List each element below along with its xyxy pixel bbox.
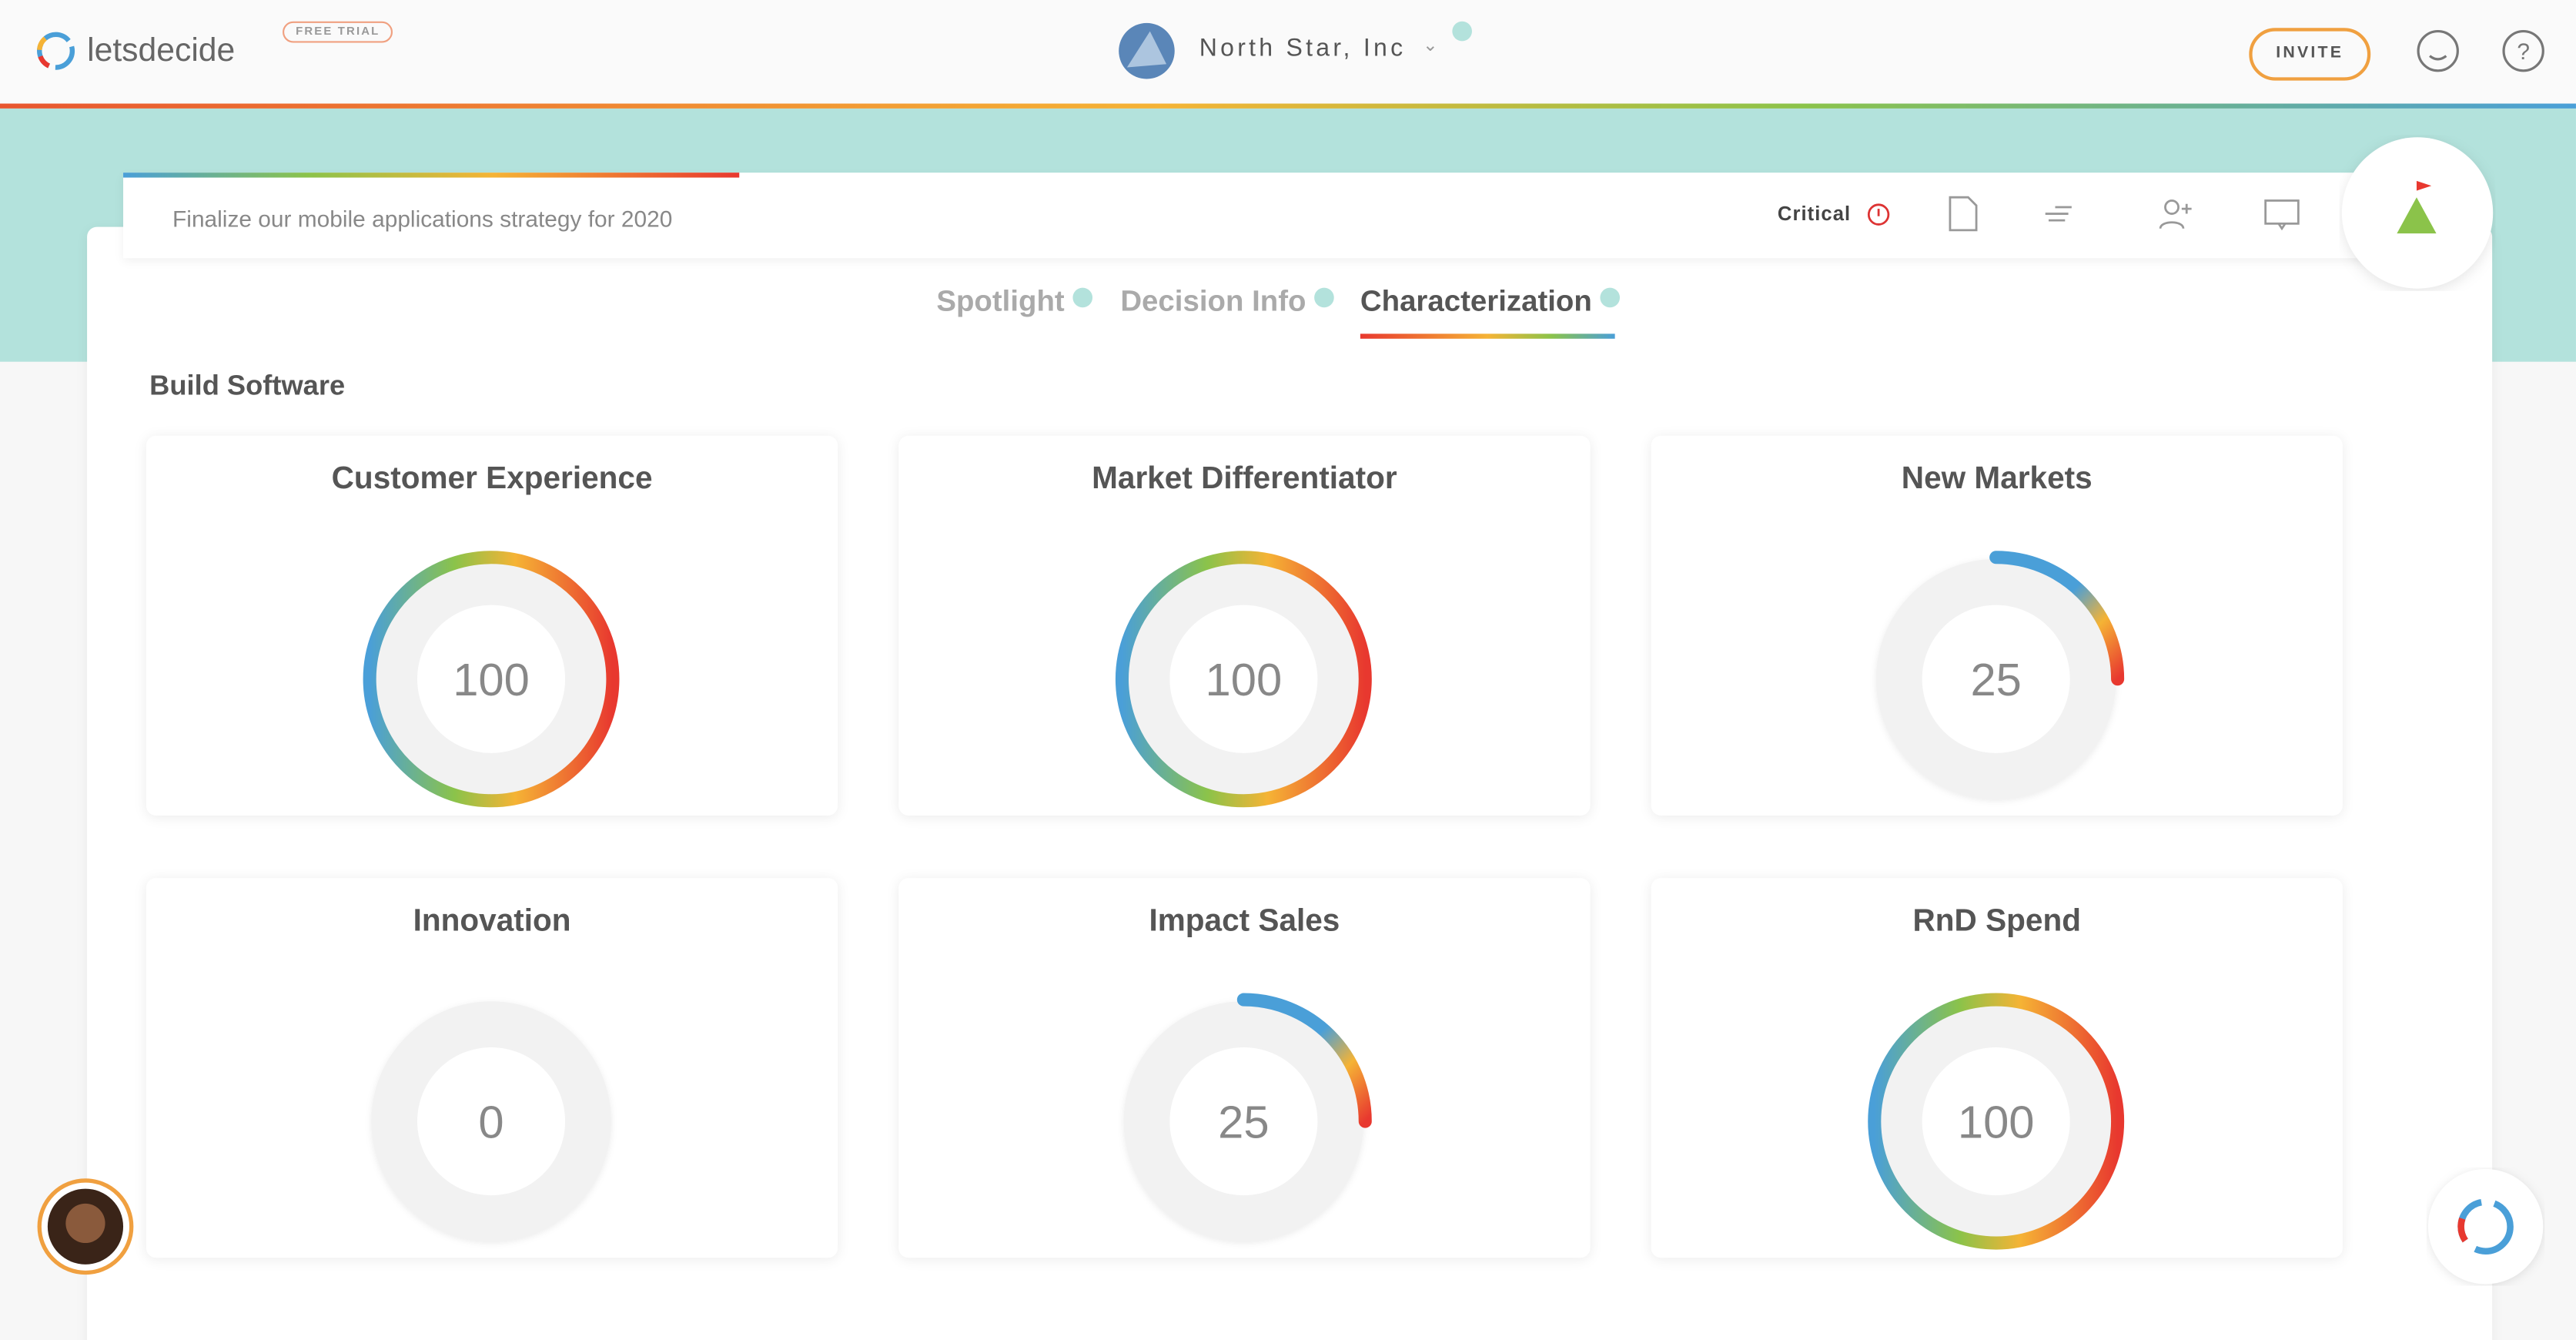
gauge-hole — [1922, 605, 2070, 753]
gauge: 100 — [1115, 551, 1372, 808]
priority-icon — [1867, 203, 1890, 226]
company-avatar — [1119, 22, 1175, 79]
gauge-arc — [363, 551, 620, 808]
help-icon[interactable]: ? — [2497, 26, 2550, 79]
gauge-title: Impact Sales — [1149, 904, 1340, 940]
gauge-title: Customer Experience — [331, 461, 653, 497]
section-title: Build Software — [149, 370, 346, 401]
gauge-title: RnD Spend — [1912, 904, 2081, 940]
gauge-card: Innovation 0 — [146, 878, 838, 1258]
header-divider — [0, 103, 2576, 109]
progress-line — [123, 173, 740, 178]
header — [0, 0, 2576, 104]
chat-icon[interactable] — [2412, 26, 2464, 79]
gauge-card: New Markets 25 — [1651, 435, 2343, 816]
gauge-value: 25 — [1218, 1096, 1269, 1147]
add-user-icon[interactable] — [2156, 194, 2195, 233]
user-avatar[interactable] — [36, 1178, 135, 1276]
flag-button[interactable] — [2340, 135, 2496, 291]
decision-title: Finalize our mobile applications strateg… — [172, 205, 673, 233]
gauge-title: Innovation — [413, 904, 571, 940]
dropdown-caret[interactable]: ⌄ — [1422, 35, 1438, 56]
gauge-card: RnD Spend 100 — [1651, 878, 2343, 1258]
gauge-hole — [1922, 1047, 2070, 1196]
logo-icon — [37, 32, 75, 70]
priority: Critical — [1777, 202, 1852, 226]
gauge: 0 — [371, 1001, 611, 1241]
gauge: 100 — [1868, 993, 2125, 1250]
gauge-value: 25 — [1970, 654, 2021, 705]
tab-label[interactable]: Spotlight — [936, 284, 1065, 318]
tab-underline — [1360, 333, 1615, 339]
gauge-value: 100 — [453, 654, 530, 705]
present-icon[interactable] — [2262, 194, 2301, 233]
gauge-value: 0 — [478, 1096, 503, 1147]
gauge-arc — [1115, 551, 1372, 808]
gauge-arc — [1989, 551, 2125, 686]
svg-text:?: ? — [2517, 39, 2530, 65]
tab[interactable]: Decision Info — [1120, 284, 1334, 319]
gauge: 25 — [1123, 993, 1372, 1241]
gauge-value: 100 — [1958, 1096, 2035, 1147]
assistant-button[interactable] — [2427, 1167, 2545, 1286]
tab-label[interactable]: Decision Info — [1120, 284, 1306, 318]
gauge-card: Impact Sales 25 — [898, 878, 1591, 1258]
invite-button[interactable]: INVITE — [2249, 28, 2371, 81]
info-icon — [1452, 21, 1472, 42]
tab[interactable]: Spotlight — [936, 284, 1093, 319]
gauge-hole — [417, 605, 566, 753]
gauge-hole — [1169, 605, 1318, 753]
gauge-arc — [1236, 993, 1372, 1128]
gauge-card: Market Differentiator 100 — [898, 435, 1591, 816]
gauge-hole — [1169, 1047, 1318, 1196]
company-name[interactable]: North Star, Inc — [1199, 34, 1407, 63]
gauge-value: 100 — [1206, 654, 1283, 705]
gauge-arc — [1868, 993, 2125, 1250]
trial-badge: FREE TRIAL — [283, 21, 393, 43]
brand: letsdecide — [87, 32, 236, 69]
gauge-title: New Markets — [1901, 461, 2093, 497]
tab-label[interactable]: Characterization — [1360, 284, 1592, 318]
gauge: 25 — [1875, 551, 2125, 799]
decision-bar — [123, 173, 2390, 259]
pdf-icon[interactable] — [1943, 194, 1982, 233]
gauge-card: Customer Experience 100 — [146, 435, 838, 816]
point-icon[interactable] — [2042, 194, 2081, 233]
gauge: 100 — [363, 551, 620, 808]
tab-active[interactable]: Characterization — [1360, 284, 1621, 319]
gauge-hole — [417, 1047, 566, 1196]
gauge-title: Market Differentiator — [1092, 461, 1397, 497]
